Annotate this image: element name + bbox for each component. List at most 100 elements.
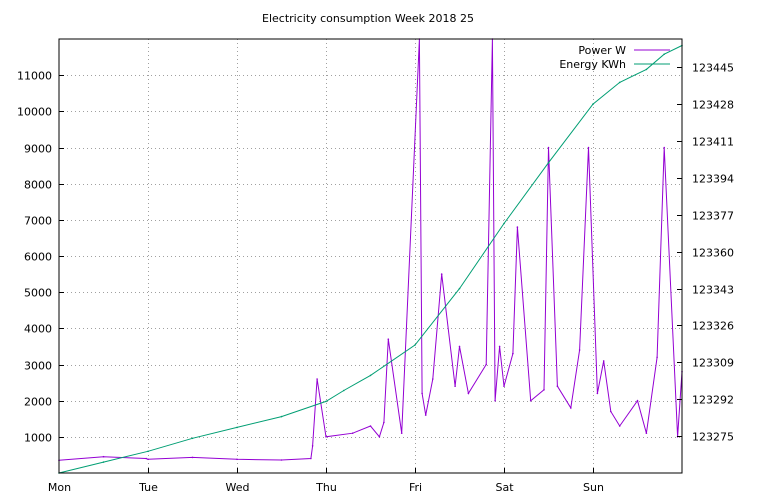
power-point <box>587 146 590 149</box>
x-tick-label: Fri <box>409 481 422 494</box>
power-point <box>570 407 572 409</box>
x-tick-label: Mon <box>48 481 71 494</box>
power-point <box>543 389 545 391</box>
x-axis: Mon Tue Wed Thu Fri Sat Sun <box>48 468 604 494</box>
right-tick-label: 123394 <box>692 173 734 186</box>
power-point <box>636 399 639 402</box>
right-tick-label: 123275 <box>692 431 734 444</box>
power-series <box>58 38 683 462</box>
left-tick-label: 6000 <box>24 251 52 264</box>
power-point <box>503 385 505 388</box>
power-point <box>316 378 318 380</box>
power-point <box>467 392 470 395</box>
x-tick-label: Sat <box>495 481 514 494</box>
energy-point <box>325 400 327 403</box>
power-point <box>547 146 550 149</box>
energy-point <box>503 222 505 225</box>
power-point <box>147 458 149 461</box>
power-point <box>512 352 514 355</box>
right-tick-label: 123343 <box>692 284 734 297</box>
power-point <box>458 345 461 348</box>
power-point <box>485 363 488 366</box>
power-point <box>578 349 581 351</box>
right-tick-label: 123360 <box>692 247 734 260</box>
power-point <box>610 410 612 413</box>
power-point <box>145 457 147 460</box>
power-point <box>454 385 456 388</box>
power-point <box>102 455 105 458</box>
power-point <box>280 459 283 461</box>
power-point <box>310 457 312 460</box>
energy-point <box>147 450 149 453</box>
energy-line <box>58 45 683 474</box>
right-tick-label: 123411 <box>692 136 734 149</box>
energy-point <box>343 389 345 392</box>
power-point <box>351 432 354 435</box>
energy-point <box>663 53 665 55</box>
power-line <box>58 38 683 461</box>
left-tick-label: 2000 <box>24 396 52 409</box>
power-point <box>424 414 427 416</box>
power-point <box>645 432 648 435</box>
power-point <box>191 456 194 459</box>
right-tick-label: 123292 <box>692 394 734 407</box>
left-tick-label: 3000 <box>24 360 52 373</box>
x-tick-label: Wed <box>226 481 250 494</box>
plot-frame <box>58 38 683 474</box>
power-point <box>663 146 665 149</box>
power-point <box>596 392 599 395</box>
right-tick-label: 123445 <box>692 62 734 75</box>
left-tick-label: 11000 <box>17 70 52 83</box>
left-tick-label: 1000 <box>24 432 52 445</box>
legend-energy-label: Energy KWh <box>559 58 626 71</box>
left-tick-label: 9000 <box>24 143 52 156</box>
x-tick-label: Sun <box>583 481 604 494</box>
left-tick-label: 7000 <box>24 215 52 228</box>
power-point <box>618 425 621 427</box>
left-tick-label: 8000 <box>24 179 52 192</box>
legend-power-label: Power W <box>578 44 626 57</box>
energy-point <box>458 287 461 290</box>
power-point <box>432 378 434 380</box>
power-point <box>383 421 385 424</box>
energy-point <box>547 161 550 164</box>
left-tick-label: 4000 <box>24 323 52 336</box>
power-point <box>498 345 501 348</box>
energy-point <box>369 374 372 377</box>
left-tick-label: 5000 <box>24 287 52 300</box>
power-point <box>325 436 327 438</box>
right-tick-label: 123428 <box>692 99 734 112</box>
energy-point <box>618 81 621 84</box>
energy-point <box>414 344 416 346</box>
power-point <box>387 338 390 341</box>
power-point <box>369 425 372 427</box>
left-tick-label: 10000 <box>17 106 52 119</box>
power-point <box>529 399 532 402</box>
power-point <box>440 273 443 275</box>
energy-point <box>592 103 594 105</box>
right-tick-label: 123377 <box>692 210 734 223</box>
energy-series <box>58 44 683 474</box>
energy-point <box>280 415 283 418</box>
energy-point <box>102 461 105 463</box>
energy-point <box>236 426 238 429</box>
power-point <box>656 356 658 359</box>
x-tick-label: Tue <box>138 481 158 494</box>
energy-point <box>191 437 194 440</box>
power-point <box>494 399 496 402</box>
power-point <box>516 226 519 228</box>
right-tick-label: 123326 <box>692 320 734 333</box>
power-point <box>602 360 605 362</box>
energy-point <box>645 68 648 71</box>
power-point <box>236 458 238 461</box>
legend: Power W Energy KWh <box>559 44 670 71</box>
power-point <box>556 385 559 388</box>
chart-title: Electricity consumption Week 2018 25 <box>262 12 474 25</box>
power-point <box>421 392 423 395</box>
right-tick-label: 123309 <box>692 357 734 370</box>
power-point <box>400 432 403 435</box>
power-point <box>378 436 381 438</box>
power-point <box>311 445 314 447</box>
x-tick-label: Thu <box>315 481 337 494</box>
